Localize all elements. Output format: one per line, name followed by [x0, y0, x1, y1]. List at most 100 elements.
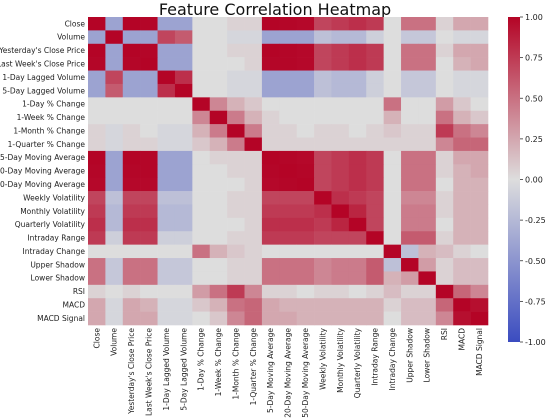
heatmap-cell — [105, 271, 124, 286]
heatmap-cell — [105, 150, 124, 165]
heatmap-cell — [244, 137, 263, 152]
heatmap-cell — [209, 231, 228, 245]
heatmap-cell — [401, 164, 419, 178]
heatmap-cell — [157, 43, 176, 58]
heatmap-cell — [244, 191, 263, 205]
heatmap-cell — [227, 57, 245, 71]
heatmap-cell — [401, 57, 419, 71]
heatmap-cell — [401, 244, 419, 259]
heatmap-cell — [192, 70, 211, 85]
heatmap-cell — [140, 284, 158, 299]
heatmap-cell — [435, 124, 454, 138]
heatmap-cell — [331, 191, 350, 205]
heatmap-cell — [348, 298, 367, 312]
heatmap-cell — [314, 17, 332, 31]
heatmap-cell — [244, 83, 263, 98]
row-label: Upper Shadow — [30, 260, 85, 269]
heatmap-cell — [331, 137, 350, 152]
heatmap-cell — [470, 137, 489, 152]
heatmap-cell — [192, 244, 211, 259]
column-label: Weekly Volatility — [318, 327, 327, 389]
heatmap-cell — [470, 164, 489, 178]
heatmap-cell — [383, 204, 402, 219]
heatmap-cell — [366, 43, 384, 58]
heatmap-cell — [140, 124, 158, 138]
heatmap-cell — [122, 231, 141, 245]
heatmap-cell — [453, 204, 471, 219]
heatmap-cell — [470, 43, 489, 58]
heatmap-cell — [279, 43, 297, 58]
heatmap-cell — [435, 70, 454, 85]
heatmap-cell — [192, 17, 211, 31]
heatmap-cell — [331, 43, 350, 58]
heatmap-cell — [470, 150, 489, 165]
heatmap-cell — [418, 271, 437, 286]
heatmap-cell — [192, 137, 211, 152]
heatmap-cell — [227, 204, 245, 219]
heatmap-cell — [140, 137, 158, 152]
heatmap-cell — [296, 191, 315, 205]
heatmap-cell — [470, 124, 489, 138]
heatmap-cell — [88, 191, 106, 205]
heatmap-cell — [348, 191, 367, 205]
heatmap-cell — [122, 57, 141, 71]
heatmap-cell — [261, 17, 280, 31]
heatmap-cell — [331, 70, 350, 85]
heatmap-cell — [418, 177, 437, 192]
heatmap-cell — [314, 150, 332, 165]
heatmap-cell — [209, 30, 228, 45]
heatmap-cell — [88, 150, 106, 165]
heatmap-cell — [383, 150, 402, 165]
heatmap-cell — [453, 231, 471, 245]
heatmap-cell — [122, 137, 141, 152]
heatmap-cell — [470, 110, 489, 125]
heatmap-cell — [348, 43, 367, 58]
heatmap-cell — [314, 164, 332, 178]
row-label: Lower Shadow — [31, 274, 85, 283]
heatmap-cell — [192, 231, 211, 245]
heatmap-cell — [140, 217, 158, 232]
heatmap-cell — [261, 137, 280, 152]
row-label: 5-Day Lagged Volume — [2, 86, 85, 95]
heatmap-cell — [244, 164, 263, 178]
column-label: 1-Quarter % Change — [249, 328, 258, 406]
heatmap-cell — [383, 97, 402, 112]
heatmap-cell — [105, 57, 124, 71]
heatmap-cell — [296, 43, 315, 58]
heatmap-cell — [192, 204, 211, 219]
heatmap-cell — [192, 164, 211, 178]
heatmap-cell — [470, 70, 489, 85]
heatmap-cell — [192, 311, 211, 326]
heatmap-cell — [244, 110, 263, 125]
heatmap-cell — [401, 17, 419, 31]
heatmap-cell — [140, 271, 158, 286]
colorbar-gradient — [508, 17, 520, 342]
heatmap-cell — [453, 97, 471, 112]
heatmap-cell — [261, 110, 280, 125]
heatmap-cell — [174, 271, 193, 286]
heatmap-cell — [227, 217, 245, 232]
heatmap-cell — [88, 284, 106, 299]
heatmap-cell — [279, 284, 297, 299]
heatmap-cell — [244, 284, 263, 299]
heatmap-cell — [105, 70, 124, 85]
heatmap-cell — [366, 150, 384, 165]
heatmap-cell — [383, 217, 402, 232]
heatmap-cell — [192, 124, 211, 138]
heatmap-cell — [296, 124, 315, 138]
heatmap-cell — [122, 284, 141, 299]
heatmap-cell — [470, 258, 489, 272]
heatmap-cell — [383, 177, 402, 192]
heatmap-cell — [88, 70, 106, 85]
heatmap-cell — [209, 177, 228, 192]
heatmap-cell — [122, 110, 141, 125]
heatmap-cell — [314, 298, 332, 312]
row-label: MACD — [63, 301, 86, 310]
heatmap-cell — [227, 311, 245, 326]
heatmap-cell — [366, 70, 384, 85]
heatmap-cell — [435, 311, 454, 326]
column-label: Last Week's Close Price — [144, 328, 153, 416]
heatmap-cell — [209, 17, 228, 31]
heatmap-cell — [401, 311, 419, 326]
heatmap-cell — [418, 150, 437, 165]
